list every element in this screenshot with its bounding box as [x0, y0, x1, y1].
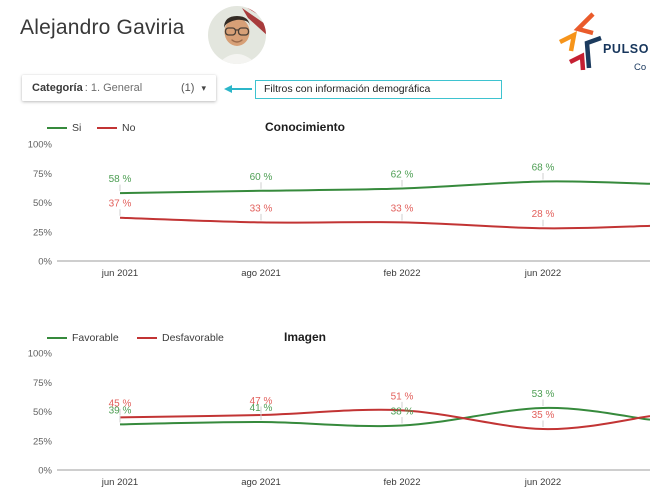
series-line-favorable: [119, 406, 650, 428]
value-label: 28 %: [532, 209, 555, 220]
value-label: 68 %: [532, 162, 555, 173]
annotation-arrow-icon: [224, 85, 252, 93]
logo-text: PULSO: [603, 42, 650, 56]
category-dropdown[interactable]: Categoría : 1. General (1) ▾: [22, 75, 216, 101]
series-line-no: [119, 216, 650, 230]
value-label: 62 %: [391, 169, 414, 180]
legend-swatch-favorable: [47, 337, 67, 339]
category-dropdown-label: Categoría: [32, 82, 83, 94]
x-tick-label: jun 2021: [101, 268, 138, 279]
y-tick-label: 0%: [38, 257, 52, 268]
value-label: 47 %: [250, 396, 273, 407]
y-tick-label: 0%: [38, 466, 52, 477]
x-tick-label: jun 2021: [101, 477, 138, 487]
annotation-box: Filtros con información demográfica: [255, 80, 502, 99]
x-tick-label: feb 2022: [384, 268, 421, 279]
series-line-desfavorable: [119, 408, 650, 431]
y-tick-label: 100%: [28, 140, 53, 151]
x-tick-label: jun 2022: [524, 477, 561, 487]
y-tick-label: 50%: [33, 198, 53, 209]
value-label: 35 %: [532, 410, 555, 421]
logo-subtext: Co: [634, 62, 647, 73]
dropdown-caret-icon[interactable]: ▾: [201, 82, 206, 93]
avatar: [208, 6, 266, 64]
value-label: 45 %: [109, 398, 132, 409]
y-tick-label: 75%: [33, 169, 53, 180]
x-tick-label: feb 2022: [384, 477, 421, 487]
legend-label-si: Si: [72, 122, 82, 134]
legend-label-no: No: [122, 122, 136, 134]
value-label: 53 %: [532, 389, 555, 400]
category-dropdown-count: (1): [181, 82, 195, 94]
y-tick-label: 25%: [33, 436, 53, 447]
page-title: Alejandro Gaviria: [20, 16, 185, 39]
legend-label-favorable: Favorable: [72, 332, 119, 344]
legend-label-desfavorable: Desfavorable: [162, 332, 224, 344]
series-line-si: [119, 180, 650, 195]
y-tick-label: 75%: [33, 378, 53, 389]
logo-icon: [558, 12, 602, 71]
value-label: 51 %: [391, 391, 414, 402]
legend-swatch-desfavorable: [137, 337, 157, 339]
value-label: 60 %: [250, 172, 273, 183]
category-dropdown-value: : 1. General: [84, 82, 143, 94]
x-tick-label: ago 2021: [241, 268, 281, 279]
x-tick-label: ago 2021: [241, 477, 281, 487]
plot-conocimiento[interactable]: 100% 75% 50% 25% 0% jun 2021 ago 2021 feb 2022 j…: [0, 138, 650, 286]
value-label: 58 %: [109, 174, 132, 185]
value-label: 38 %: [391, 407, 414, 418]
y-tick-label: 25%: [33, 227, 53, 238]
y-tick-label: 50%: [33, 407, 53, 418]
chart-title-conocimiento: Conocimiento: [265, 120, 345, 134]
value-label: 33 %: [250, 203, 273, 214]
legend-swatch-no: [97, 127, 117, 129]
logo: PULSO Co: [557, 6, 650, 78]
x-tick-label: jun 2022: [524, 268, 561, 279]
y-tick-label: 100%: [28, 349, 53, 360]
value-label: 33 %: [391, 203, 414, 214]
plot-imagen[interactable]: 100% 75% 50% 25% 0% jun 2021 ago 2021 feb 2022 j…: [0, 347, 650, 487]
legend-swatch-si: [47, 127, 67, 129]
value-label: 37 %: [109, 199, 132, 210]
chart-title-imagen: Imagen: [283, 330, 326, 344]
